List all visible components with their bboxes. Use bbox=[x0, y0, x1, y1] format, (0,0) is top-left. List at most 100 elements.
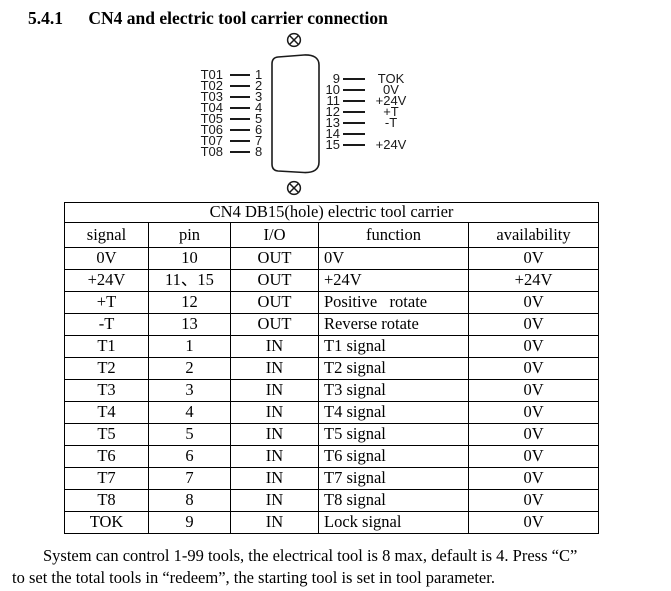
pin-row-left-8: T08 8 bbox=[185, 145, 275, 159]
cell-signal: T7 bbox=[64, 467, 149, 490]
pin-row-left-5: T05 5 bbox=[185, 112, 275, 126]
table-row: TOK 9 IN Lock signal 0V bbox=[64, 511, 600, 534]
cell-pin: 13 bbox=[148, 313, 231, 336]
pin-wire bbox=[343, 100, 365, 102]
connector-body bbox=[271, 54, 320, 174]
cell-function: T8 signal bbox=[318, 489, 469, 512]
table-title-row: CN4 DB15(hole) electric tool carrier bbox=[63, 202, 600, 223]
pin-signal-label: T03 bbox=[200, 89, 223, 104]
cell-io: IN bbox=[230, 511, 319, 534]
connector-diagram: T01 1 T02 2 T03 3 T04 4 T05 5 T06 6 T07 7 T08 8 … bbox=[0, 0, 671, 200]
pin-signal-label: T04 bbox=[200, 100, 223, 115]
table-row: T6 6 IN T6 signal 0V bbox=[64, 445, 600, 468]
pin-wire bbox=[230, 129, 250, 131]
pin-signal-label: T01 bbox=[200, 67, 223, 82]
pin-number: 11 bbox=[326, 93, 341, 108]
cell-function: T5 signal bbox=[318, 423, 469, 446]
pin-row-right-13: 13 -T bbox=[318, 116, 411, 130]
table-header-row: signal pin I/O function availability bbox=[64, 222, 600, 248]
cell-io: IN bbox=[230, 467, 319, 490]
cell-pin: 2 bbox=[148, 357, 231, 380]
pin-number: 13 bbox=[325, 115, 340, 130]
cell-signal: T2 bbox=[64, 357, 149, 380]
table-row: T7 7 IN T7 signal 0V bbox=[64, 467, 600, 490]
table-row: -T 13 OUT Reverse rotate 0V bbox=[64, 313, 600, 336]
pin-number: 10 bbox=[325, 82, 340, 97]
section-title: CN4 and electric tool carrier connection bbox=[88, 8, 388, 28]
cell-signal: 0V bbox=[64, 247, 149, 270]
cell-pin: 4 bbox=[148, 401, 231, 424]
column-header-signal: signal bbox=[64, 222, 149, 248]
pin-row-left-2: T02 2 bbox=[185, 79, 275, 93]
pin-signal-label: TOK bbox=[377, 71, 405, 86]
cell-availability: 0V bbox=[467, 489, 600, 512]
pin-wire bbox=[230, 85, 250, 87]
table-row: T1 1 IN T1 signal 0V bbox=[64, 335, 600, 358]
pin-signal-label: 0V bbox=[383, 82, 399, 97]
cell-availability: 0V bbox=[467, 291, 600, 314]
table-row: T2 2 IN T2 signal 0V bbox=[64, 357, 600, 380]
pin-wire bbox=[230, 140, 250, 142]
column-header-io: I/O bbox=[230, 222, 319, 248]
pin-wire bbox=[230, 118, 250, 120]
table-row: 0V 10 OUT 0V 0V bbox=[64, 247, 600, 270]
cell-io: OUT bbox=[230, 291, 319, 314]
pin-number: 5 bbox=[255, 111, 263, 126]
pin-row-right-12: 12 +T bbox=[318, 105, 411, 119]
pin-number: 12 bbox=[325, 104, 340, 119]
section-number: 5.4.1 bbox=[28, 8, 63, 28]
pin-row-left-7: T07 7 bbox=[185, 134, 275, 148]
cell-availability: 0V bbox=[467, 313, 600, 336]
pin-signal-label: T05 bbox=[200, 111, 223, 126]
cell-function: Reverse rotate bbox=[318, 313, 469, 336]
cell-availability: 0V bbox=[467, 379, 600, 402]
pin-number: 4 bbox=[255, 100, 263, 115]
cell-signal: T5 bbox=[64, 423, 149, 446]
pin-number: 7 bbox=[255, 133, 263, 148]
cell-io: IN bbox=[230, 379, 319, 402]
pin-signal-label: -T bbox=[384, 115, 398, 130]
cell-pin: 10 bbox=[148, 247, 231, 270]
cell-availability: 0V bbox=[467, 335, 600, 358]
cell-function: T1 signal bbox=[318, 335, 469, 358]
cell-io: IN bbox=[230, 445, 319, 468]
cell-function: 0V bbox=[318, 247, 469, 270]
cell-signal: T6 bbox=[64, 445, 149, 468]
pin-wire bbox=[343, 89, 365, 91]
screw-bottom-icon bbox=[286, 180, 302, 196]
cell-pin: 8 bbox=[148, 489, 231, 512]
cell-availability: 0V bbox=[467, 445, 600, 468]
cell-function: T6 signal bbox=[318, 445, 469, 468]
pin-number: 15 bbox=[325, 137, 340, 152]
pin-number: 6 bbox=[255, 122, 263, 137]
table-row: T5 5 IN T5 signal 0V bbox=[64, 423, 600, 446]
cell-function: T2 signal bbox=[318, 357, 469, 380]
cell-pin: 3 bbox=[148, 379, 231, 402]
cell-signal: +T bbox=[64, 291, 149, 314]
cell-signal: T8 bbox=[64, 489, 149, 512]
pin-number: 9 bbox=[332, 71, 340, 86]
cell-pin: 12 bbox=[148, 291, 231, 314]
pin-wire bbox=[343, 78, 365, 80]
pin-row-right-9: 9 TOK bbox=[318, 72, 411, 86]
pin-row-right-11: 11 +24V bbox=[318, 94, 411, 108]
cell-io: IN bbox=[230, 357, 319, 380]
cell-function: T3 signal bbox=[318, 379, 469, 402]
pin-wire bbox=[230, 74, 250, 76]
cell-pin: 7 bbox=[148, 467, 231, 490]
table-title: CN4 DB15(hole) electric tool carrier bbox=[63, 202, 600, 223]
pin-row-left-3: T03 3 bbox=[185, 90, 275, 104]
pin-wire bbox=[343, 111, 365, 113]
cell-function: T7 signal bbox=[318, 467, 469, 490]
cell-signal: TOK bbox=[64, 511, 149, 534]
cell-io: OUT bbox=[230, 247, 319, 270]
cell-availability: 0V bbox=[467, 247, 600, 270]
cell-pin: 1 bbox=[148, 335, 231, 358]
column-header-pin: pin bbox=[148, 222, 231, 248]
pin-number: 1 bbox=[255, 67, 263, 82]
cell-io: IN bbox=[230, 401, 319, 424]
cell-signal: +24V bbox=[64, 269, 149, 292]
cell-function: Lock signal bbox=[318, 511, 469, 534]
footer-line-2: to set the total tools in “redeem”, the … bbox=[12, 568, 495, 587]
